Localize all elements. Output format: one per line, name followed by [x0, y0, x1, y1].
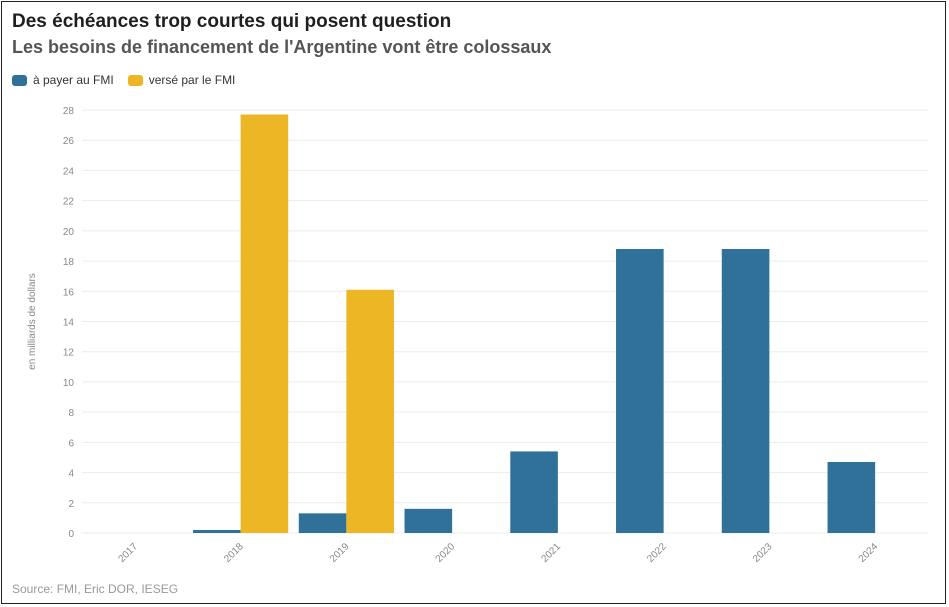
y-tick-label: 28	[63, 106, 75, 117]
y-tick-label: 18	[63, 257, 75, 268]
y-tick-label: 2	[68, 499, 74, 510]
bar-a-payer-2021[interactable]	[510, 451, 558, 533]
legend: à payer au FMI versé par le FMI	[12, 73, 249, 87]
y-tick-label: 10	[63, 378, 75, 389]
y-tick-label: 22	[63, 197, 75, 208]
source-note: Source: FMI, Eric DOR, IESEG	[12, 582, 179, 596]
bar-verse-2019[interactable]	[346, 289, 394, 533]
bar-a-payer-2024[interactable]	[827, 461, 876, 533]
chart-subtitle: Les besoins de financement de l'Argentin…	[12, 37, 552, 57]
y-tick-label: 8	[68, 408, 74, 419]
bar-a-payer-2018[interactable]	[193, 529, 241, 533]
x-tick-label: 2018	[222, 541, 246, 565]
bar-a-payer-2022[interactable]	[616, 248, 664, 533]
bar-a-payer-2019[interactable]	[298, 513, 347, 533]
bar-verse-2018[interactable]	[240, 114, 289, 534]
y-tick-label: 20	[63, 227, 75, 238]
x-tick-label: 2020	[434, 541, 458, 565]
legend-item-a-payer[interactable]: à payer au FMI	[12, 73, 114, 87]
y-tick-label: 12	[63, 348, 75, 359]
bar-a-payer-2020[interactable]	[404, 508, 453, 533]
y-tick-label: 14	[63, 318, 75, 329]
x-tick-label: 2024	[857, 541, 881, 565]
x-tick-label: 2017	[116, 541, 140, 565]
legend-swatch-verse	[127, 74, 143, 86]
y-tick-label: 24	[63, 166, 75, 177]
y-tick-label: 26	[63, 136, 75, 147]
legend-item-verse[interactable]: versé par le FMI	[127, 73, 236, 87]
x-tick-label: 2019	[328, 541, 352, 565]
legend-label-verse: versé par le FMI	[148, 73, 236, 87]
chart-title: Des échéances trop courtes qui posent qu…	[12, 11, 452, 32]
x-tick-label: 2022	[645, 541, 669, 565]
legend-label-a-payer: à payer au FMI	[33, 73, 114, 87]
y-tick-label: 6	[68, 438, 74, 449]
bar-a-payer-2023[interactable]	[721, 248, 770, 533]
y-tick-label: 0	[68, 529, 74, 540]
legend-swatch-a-payer	[12, 74, 27, 86]
y-tick-label: 16	[63, 287, 75, 298]
x-tick-label: 2021	[539, 541, 563, 565]
x-tick-label: 2023	[751, 541, 775, 565]
y-axis-label: en milliards de dollars	[27, 273, 38, 370]
y-tick-label: 4	[68, 469, 74, 480]
